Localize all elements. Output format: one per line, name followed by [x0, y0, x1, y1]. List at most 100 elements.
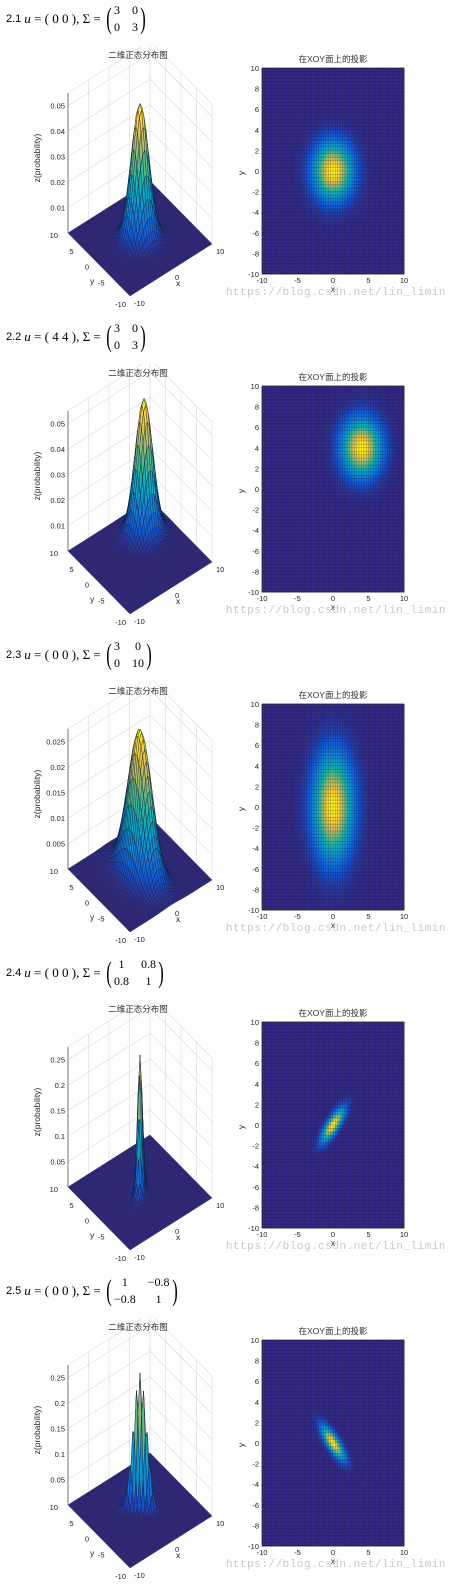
z-axis: 0.01 0.02 0.03 0.04 0.05 z(probability) — [32, 420, 65, 531]
x-axis-label: x — [176, 596, 181, 606]
comma: , — [76, 11, 79, 27]
x-tick-label: -10 — [134, 935, 145, 944]
section-heading: 2.3 u = ( 0 0 ), Σ = (3 0 0 10) — [6, 636, 154, 674]
z-axis: 0.005 0.01 0.015 0.02 0.025 z(probability) — [32, 738, 65, 849]
y-tick-label: -10 — [248, 906, 259, 915]
x-tick-label: -5 — [294, 276, 301, 285]
y-axis-label: y — [236, 170, 246, 175]
heatmap-cells — [262, 68, 405, 275]
z-tick-label: 0.04 — [50, 127, 65, 136]
section-number: 2.3 — [6, 649, 21, 661]
section-2-3: 2.3 u = ( 0 0 ), Σ = (3 0 0 10) 0.005 0.01 0.01… — [0, 636, 474, 954]
x-tick-label: 10 — [216, 1201, 224, 1210]
x-tick-label: 10 — [216, 1519, 224, 1528]
x-axis-label: x — [176, 278, 181, 288]
y-tick-label: 0 — [85, 581, 89, 590]
matrix-cell: 0 — [132, 639, 144, 654]
y-tick-label: -8 — [252, 567, 259, 576]
z-tick-label: 0.01 — [50, 814, 65, 823]
mean-value: ( 0 0 ) — [45, 965, 76, 981]
section-heading: 2.5 u = ( 0 0 ), Σ = (1 −0.8 −0.8 1) — [6, 1272, 180, 1310]
covariance-matrix: 1 −0.8 −0.8 1 — [114, 1275, 170, 1307]
projection-x-axis: -10 -5 0 5 10 x — [257, 912, 409, 930]
x-tick-label: 0 — [175, 1545, 179, 1554]
y-tick-label: -2 — [252, 824, 259, 833]
equals-sign: = — [34, 11, 41, 27]
x-axis-label: x — [331, 284, 336, 294]
matrix-cell: 3 — [114, 3, 120, 18]
left-paren-icon: ( — [106, 958, 112, 988]
y-tick-label: 0 — [85, 263, 89, 272]
y-tick-label: -6 — [252, 865, 259, 874]
y-tick-label: 0 — [255, 167, 259, 176]
covariance-matrix: 1 0.8 0.8 1 — [114, 957, 156, 989]
y-tick-label: 8 — [255, 721, 259, 730]
y-tick-label: 10 — [251, 1018, 259, 1027]
z-tick-label: 0.05 — [50, 1158, 65, 1167]
surface-mesh — [67, 1372, 213, 1569]
y-tick-label: 5 — [69, 247, 73, 256]
right-paren-icon: ) — [158, 958, 164, 988]
section-2-4: 2.4 u = ( 0 0 ), Σ = (1 0.8 0.8 1) 0.05 0.1 0.1… — [0, 954, 474, 1272]
x-axis-label: x — [176, 1550, 181, 1560]
y-tick-label: -5 — [98, 1232, 105, 1241]
y-tick-label: -4 — [252, 208, 259, 217]
axes-box — [67, 1318, 213, 1517]
left-paren-icon: ( — [106, 322, 112, 352]
z-tick-label: 0.15 — [50, 1425, 65, 1434]
section-number: 2.4 — [6, 967, 21, 979]
comma: , — [76, 1283, 79, 1299]
y-tick-label: -2 — [252, 506, 259, 515]
matrix-cell: 1 — [114, 957, 129, 972]
y-tick-label: -5 — [98, 278, 105, 287]
y-tick-label: 0 — [255, 1121, 259, 1130]
section-2-2: 2.2 u = ( 4 4 ), Σ = (3 0 0 3) 0.01 0.02 0.03 0.… — [0, 318, 474, 636]
y-axis-label: y — [236, 1442, 246, 1447]
sigma-symbol: Σ — [83, 11, 91, 27]
x-tick-label: -10 — [134, 299, 145, 308]
y-tick-label: -6 — [252, 229, 259, 238]
x-axis: -10 0 10 x — [134, 565, 224, 626]
surface-title: 二维正态分布图 — [108, 1322, 168, 1332]
y-axis-label: y — [236, 488, 246, 493]
y-axis-label: y — [90, 594, 95, 604]
y-tick-label: 8 — [255, 1039, 259, 1048]
z-axis-label: z(probability) — [32, 1406, 42, 1455]
z-tick-label: 0.05 — [50, 420, 65, 429]
y-tick-label: -10 — [248, 270, 259, 279]
y-axis: 10 5 0 -5 -10 y — [50, 1185, 126, 1263]
surface-title: 二维正态分布图 — [108, 1004, 168, 1014]
section-heading: 2.4 u = ( 0 0 ), Σ = (1 0.8 0.8 1) — [6, 954, 166, 992]
z-tick-label: 0.03 — [50, 153, 65, 162]
section-2-5: 2.5 u = ( 0 0 ), Σ = (1 −0.8 −0.8 1) 0.05 0.1 0… — [0, 1272, 474, 1590]
y-tick-label: -8 — [252, 1203, 259, 1212]
heatmap-cells — [262, 386, 405, 593]
projection-y-axis: 10 8 6 4 2 0 -2 -4 -6 -8 -10 y — [236, 64, 259, 279]
x-tick-label: -5 — [294, 1230, 301, 1239]
y-tick-label: -10 — [248, 1224, 259, 1233]
projection-x-axis: -10 -5 0 5 10 x — [257, 1230, 409, 1248]
x-tick-label: 10 — [216, 883, 224, 892]
x-tick-label: 5 — [366, 594, 370, 603]
y-tick-label: -10 — [115, 1254, 126, 1263]
covariance-matrix: 3 0 0 10 — [114, 639, 144, 671]
surface-plot: 0.05 0.1 0.15 0.2 0.25 z(probability) 二维正态分布图 1… — [32, 1318, 224, 1581]
z-tick-label: 0.2 — [55, 1399, 65, 1408]
right-paren-icon: ) — [146, 640, 152, 670]
x-tick-label: -10 — [134, 617, 145, 626]
matrix-cell: 3 — [114, 321, 120, 336]
z-tick-label: 0.25 — [50, 1374, 65, 1383]
mesh-lines — [261, 67, 405, 275]
y-tick-label: 2 — [255, 1418, 259, 1427]
y-tick-label: 0 — [85, 899, 89, 908]
y-axis: 10 5 0 -5 -10 y — [50, 867, 126, 945]
x-tick-label: -5 — [294, 912, 301, 921]
mean-symbol: u — [24, 11, 31, 27]
y-tick-label: -6 — [252, 1501, 259, 1510]
mean-value: ( 4 4 ) — [45, 329, 76, 345]
z-axis-label: z(probability) — [32, 1088, 42, 1137]
z-axis-label: z(probability) — [32, 770, 42, 819]
y-tick-label: 10 — [50, 867, 58, 876]
y-tick-label: 5 — [69, 1519, 73, 1528]
heatmap-cells — [262, 1340, 405, 1547]
